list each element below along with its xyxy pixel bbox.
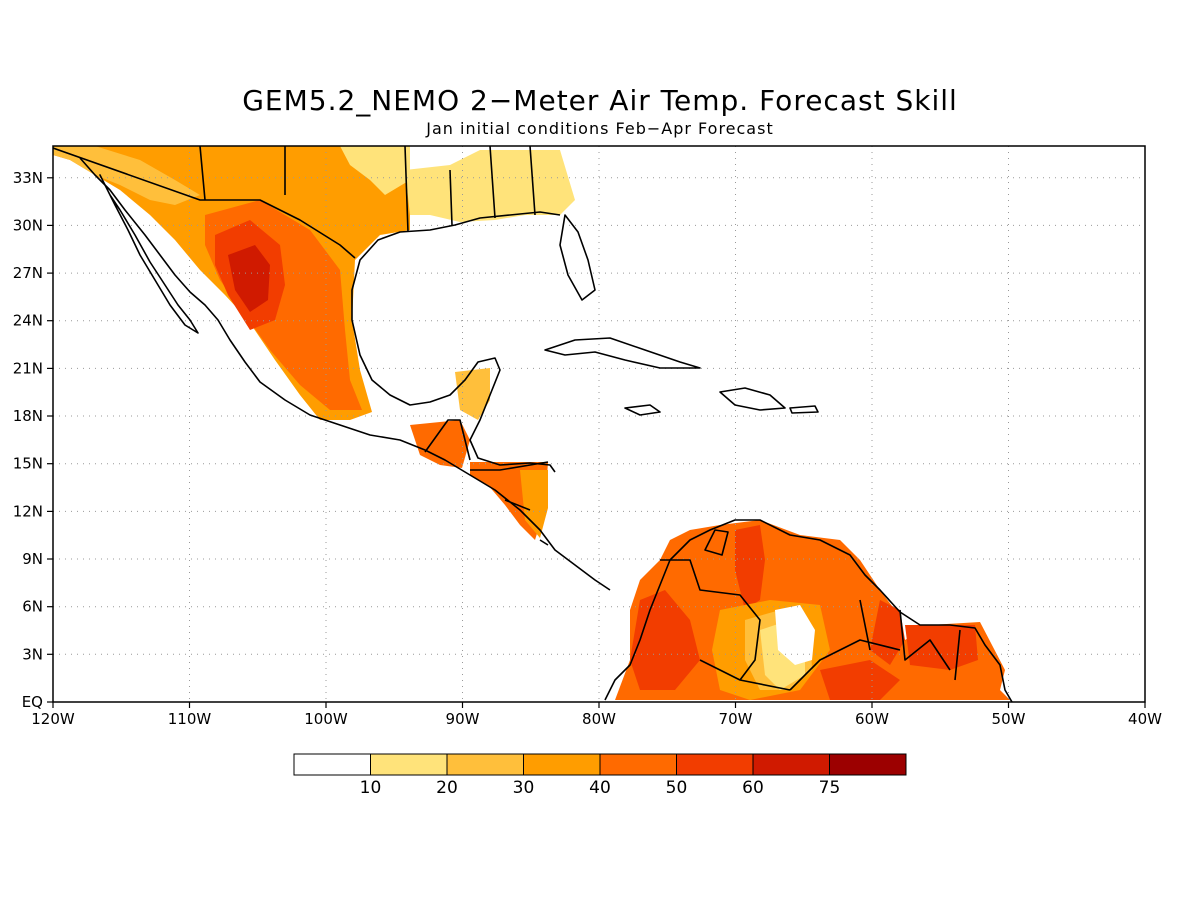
lon-tick-label: 110W [168, 710, 212, 728]
colorbar-label: 10 [360, 778, 382, 798]
lat-tick-label: 33N [13, 169, 43, 187]
colorbar-box [446, 753, 524, 776]
coast-jamaica [624, 404, 661, 416]
lon-tick-label: 80W [582, 710, 616, 728]
colorbar-box [293, 753, 371, 776]
lat-tick-label: 6N [22, 598, 43, 616]
lon-tick-label: 90W [446, 710, 480, 728]
colorbar-box [370, 753, 448, 776]
colorbar-box [752, 753, 830, 776]
skill-shading [53, 146, 1010, 700]
colorbar: 10 20 30 40 50 60 75 [293, 753, 907, 798]
lat-tick-label: 21N [13, 359, 43, 377]
coast-cuba [544, 337, 701, 369]
map-title: GEM5.2_NEMO 2−Meter Air Temp. Forecast S… [242, 84, 958, 117]
skill-region-yucatan [455, 368, 490, 420]
lat-tick-label: 12N [13, 502, 43, 520]
colorbar-box [599, 753, 677, 776]
colorbar-label: 75 [819, 778, 841, 798]
map-subtitle: Jan initial conditions Feb−Apr Forecast [426, 119, 774, 138]
lat-tick-label: 3N [22, 645, 43, 663]
border-us-mexico [53, 147, 356, 259]
coast-south-america [604, 519, 1013, 702]
lat-tick-label: 27N [13, 264, 43, 282]
lat-tick-label: 15N [13, 455, 43, 473]
lat-tick-label: EQ [22, 693, 43, 711]
coast-lake-maracaibo [704, 529, 729, 556]
coast-baja [99, 174, 199, 334]
coastlines [53, 146, 1013, 702]
border-central-america [424, 419, 549, 546]
skill-region-honduras-east [520, 470, 548, 538]
lon-tick-label: 50W [992, 710, 1026, 728]
lat-tick-label: 9N [22, 550, 43, 568]
colorbar-box [523, 753, 601, 776]
map-gridlines [53, 146, 1145, 702]
coast-mexico-pacific [79, 157, 611, 591]
lat-tick-label: 18N [13, 407, 43, 425]
colorbar-box [829, 753, 907, 776]
skill-region-us-gulf [405, 150, 575, 222]
skill-region-guatemala [410, 420, 470, 468]
coast-gulf [351, 211, 561, 473]
colorbar-label: 30 [513, 778, 535, 798]
skill-region-us-southeast [340, 146, 410, 195]
border-us-states [199, 146, 536, 233]
skill-region-amazon-none [775, 605, 815, 665]
colorbar-label: 20 [436, 778, 458, 798]
lon-tick-labels: 120W 110W 100W 90W 80W 70W 60W 50W 40W [31, 710, 1162, 728]
skill-region-amazon-high [820, 660, 900, 700]
coast-hispaniola [719, 387, 786, 411]
lon-tick-label: 60W [855, 710, 889, 728]
lon-tick-label: 40W [1128, 710, 1162, 728]
colorbar-label: 50 [666, 778, 688, 798]
lon-tick-label: 120W [31, 710, 75, 728]
colorbar-box [676, 753, 754, 776]
lat-tick-label: 24N [13, 312, 43, 330]
coast-florida [559, 214, 596, 301]
coast-puerto-rico [789, 405, 819, 414]
lon-tick-label: 100W [304, 710, 348, 728]
border-south-america [660, 559, 961, 691]
lat-tick-label: 30N [13, 216, 43, 234]
axis-tick-marks [47, 177, 1146, 708]
lat-tick-labels: EQ 3N 6N 9N 12N 15N 18N 21N 24N 27N 30N … [13, 169, 43, 711]
colorbar-label: 60 [742, 778, 764, 798]
skill-region-suriname-high [905, 625, 978, 670]
skill-region-mexico-max [228, 245, 270, 312]
lon-tick-label: 70W [719, 710, 753, 728]
colorbar-label: 40 [589, 778, 611, 798]
skill-region-venezuela-high [735, 525, 765, 610]
